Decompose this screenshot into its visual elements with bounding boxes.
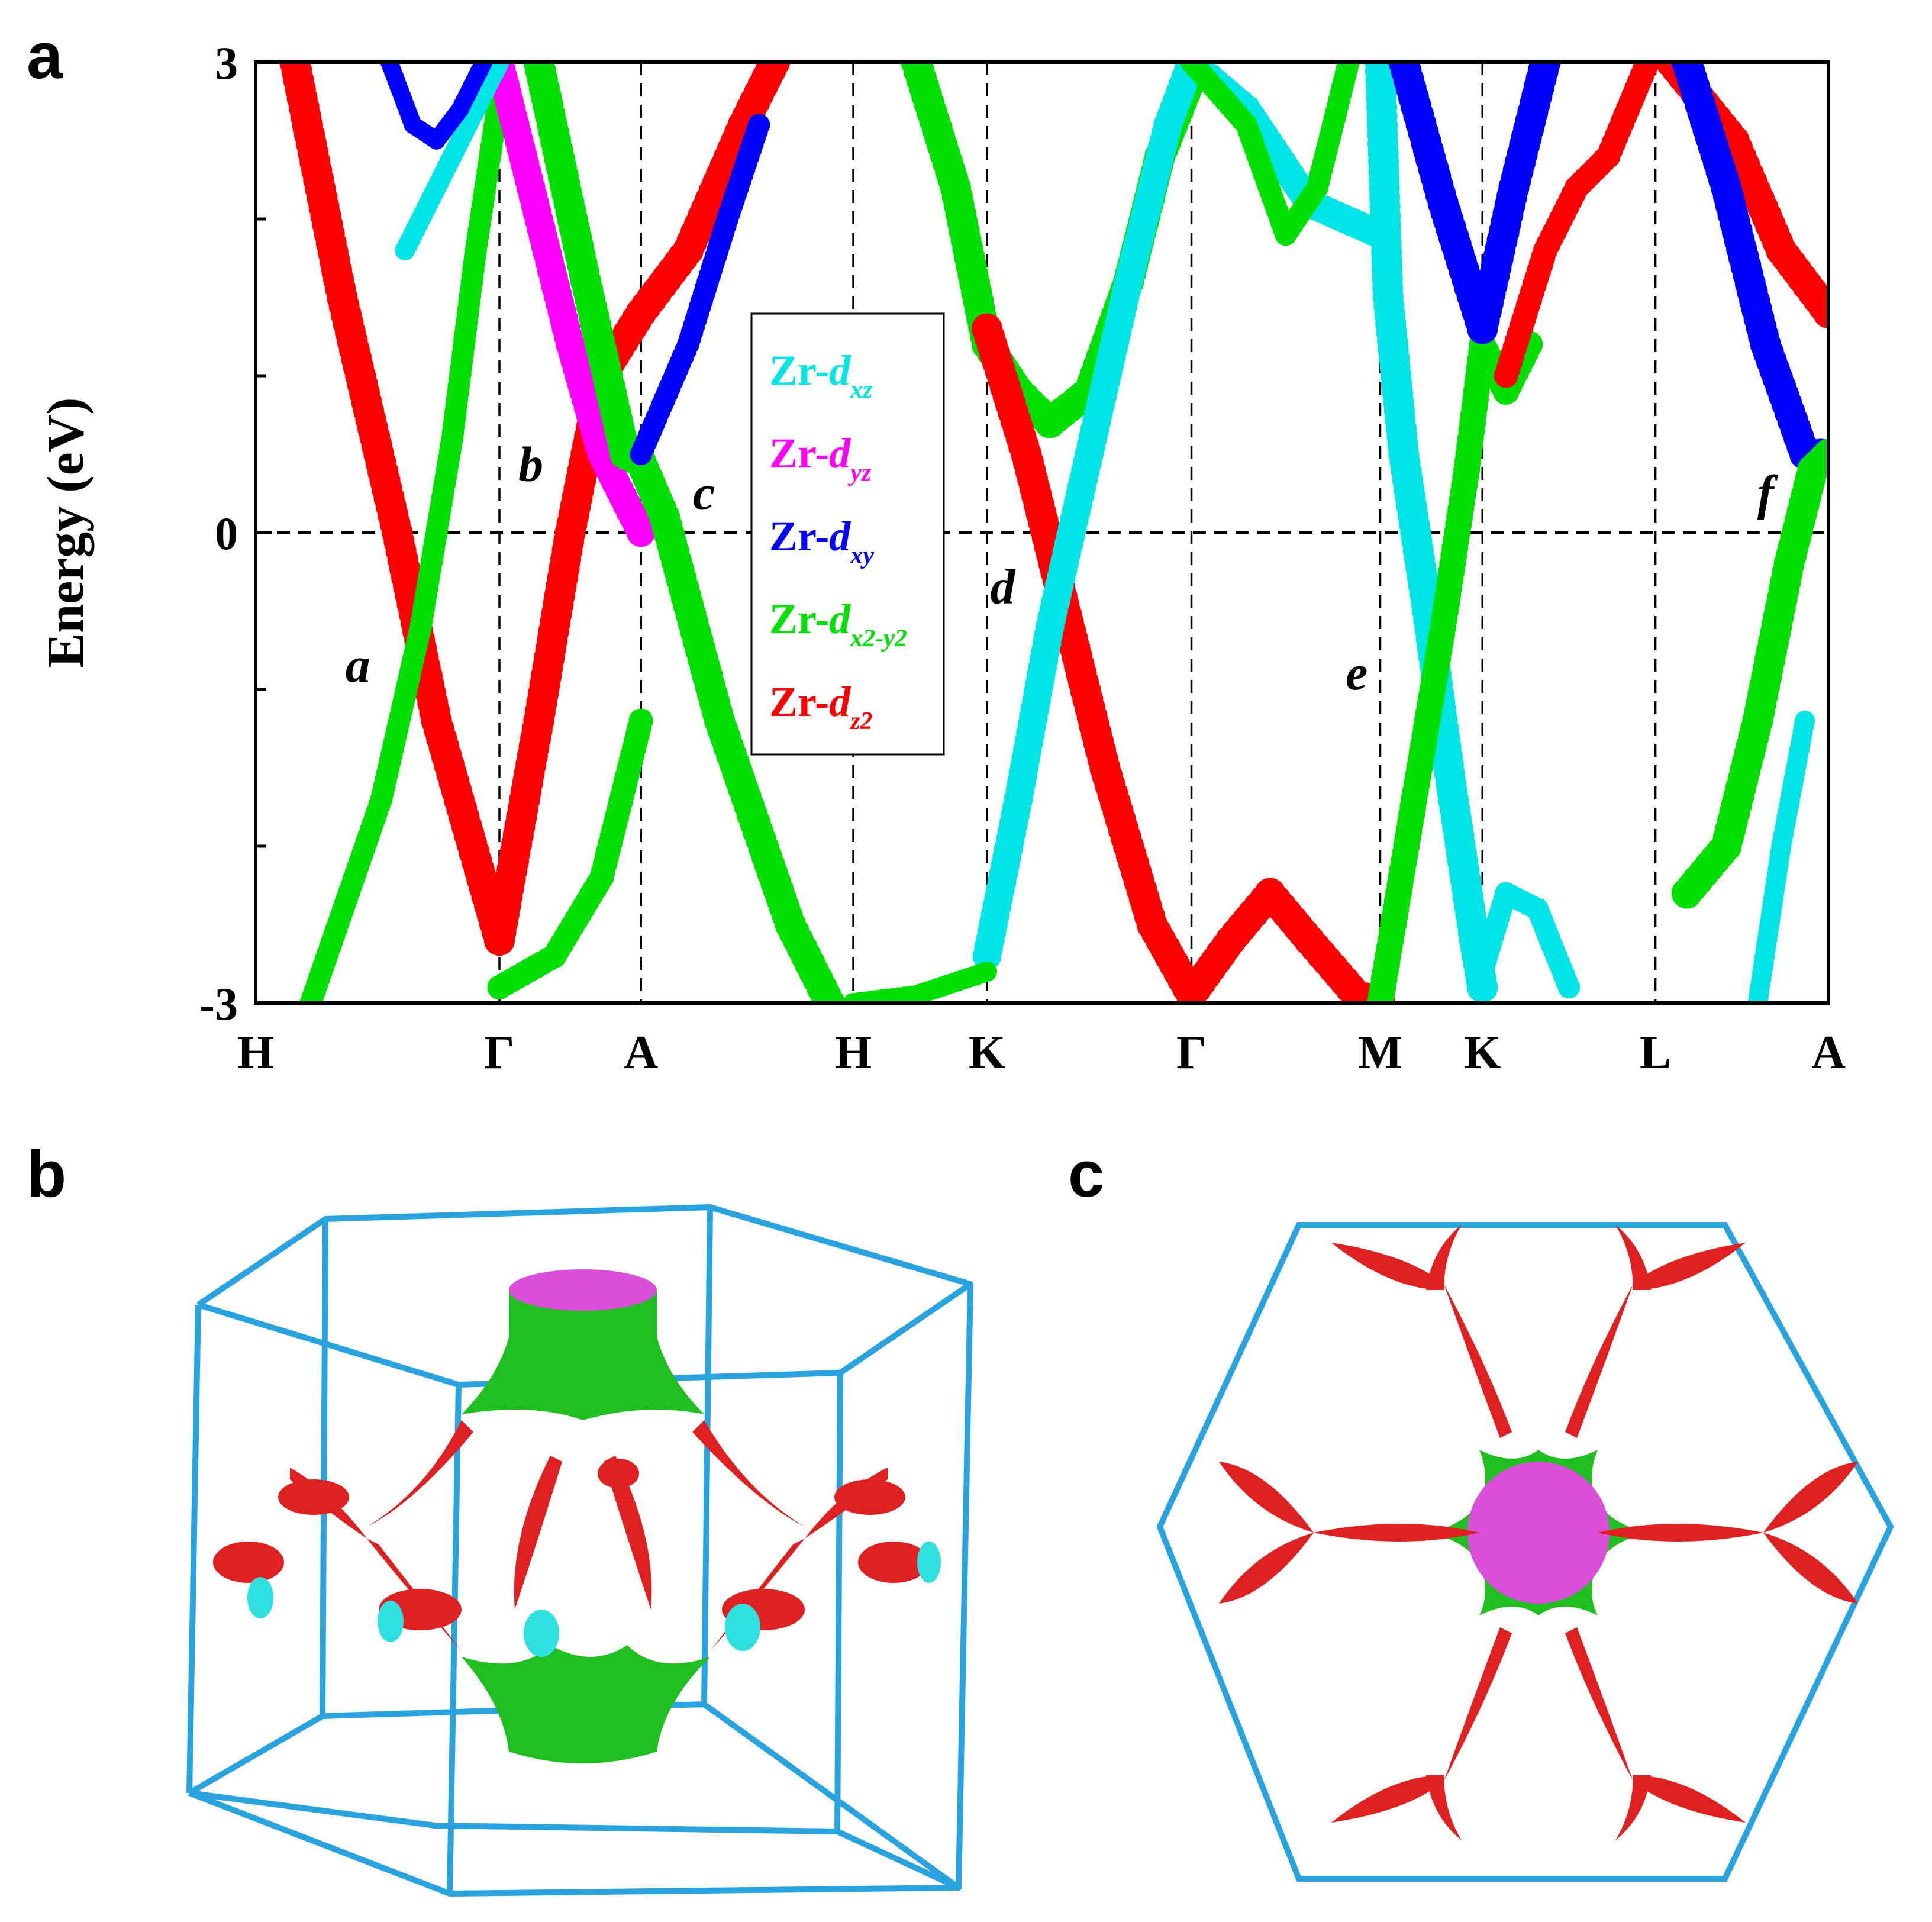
band-point: [628, 708, 653, 733]
band-zr-dx2-y2-a-lower-: [487, 708, 653, 1000]
band-point: [1337, 62, 1360, 73]
x-tick-label: H: [237, 1027, 274, 1079]
band-point: [1530, 62, 1561, 78]
band-point: [976, 962, 997, 982]
x-tick-label: H: [835, 1027, 872, 1079]
brillouin-zone-3d-frame: [186, 1204, 973, 1897]
panel-label-b: b: [27, 1138, 67, 1211]
x-tick-label: K: [969, 1027, 1005, 1079]
band-point: [489, 62, 509, 72]
x-tick-label: L: [1640, 1027, 1671, 1079]
legend-entry: Zr-dyz: [769, 430, 872, 486]
band-zr-dx2-y2-m-: [1180, 62, 1360, 246]
fermi-surface-top-view: [1156, 1222, 1894, 1882]
band-annotation: b: [518, 437, 543, 492]
x-tick-label: A: [624, 1027, 658, 1079]
band-annotation: c: [693, 465, 715, 520]
band-zr-dxz-d-: [972, 62, 1395, 970]
band-point: [759, 62, 791, 78]
y-axis-label: Energy (eV): [37, 398, 95, 668]
panel-label-a: a: [27, 20, 63, 92]
band-zr-dxy-c-: [630, 114, 770, 466]
band-annotation: a: [346, 638, 370, 693]
x-tick-label: M: [1358, 1027, 1403, 1079]
fermi-pocket-green-top: [462, 1269, 704, 1420]
band-zr-dxz-l-a-: [1747, 711, 1815, 1003]
band-zr-dxy-k-: [1388, 62, 1561, 344]
legend-entry: Zr-dx2-y2: [769, 595, 907, 652]
x-tick-label: A: [1811, 1027, 1846, 1079]
band-zr-dx2-y2-h-k-flat-: [843, 962, 997, 1003]
y-axis: -3 0 3: [199, 37, 272, 1030]
brillouin-zone-hexagon: [1156, 1222, 1894, 1882]
fermi-pocket-green-bottom: [462, 1645, 710, 1763]
band-zr-dyz-b-: [485, 62, 656, 547]
legend-entry: Zr-dxz: [769, 347, 873, 404]
band-point: [814, 988, 846, 1003]
band-zr-dx2-y2-f-: [1671, 438, 1828, 909]
x-tick-label: Γ: [1176, 1027, 1207, 1079]
band-point: [1813, 438, 1828, 470]
band-point: [627, 518, 656, 547]
band-zr-dx2-y2-e-: [1367, 331, 1543, 1003]
band-zr-dxz-k-lower-: [1471, 882, 1581, 999]
band-point: [1557, 976, 1581, 999]
band-annotation: e: [1346, 646, 1367, 701]
fermi-pockets-cyan-3d: [247, 1542, 941, 1657]
central-green-pocket: [1426, 1450, 1651, 1615]
band-point: [1635, 62, 1660, 75]
fermi-pockets-red-top: [1219, 1225, 1858, 1840]
panel-label-c: c: [1068, 1138, 1105, 1211]
legend-entry: Zr-dxy: [769, 512, 874, 569]
legend: Zr-dxz Zr-dyz Zr-dxy Zr-dx2-y2 Zr-dz2: [750, 312, 945, 756]
fermi-surface-3d: [186, 1204, 973, 1897]
band-zr-dz2-k-l-: [1494, 62, 1660, 388]
band-point: [747, 114, 770, 136]
band-zr-dxz-e-: [1365, 62, 1498, 1003]
y-tick-label: 3: [215, 37, 238, 89]
x-tick-label: K: [1464, 1027, 1501, 1079]
legend-box: [750, 312, 945, 756]
band-annotations: a b c d e f: [346, 437, 1778, 701]
y-tick-label: 0: [215, 508, 238, 559]
y-tick-label: -3: [199, 978, 238, 1030]
band-zr-dxy-top-h-: [380, 62, 493, 150]
band-point: [1795, 711, 1815, 731]
band-annotation: f: [1757, 465, 1778, 520]
fermi-pockets-red-3d: [213, 1420, 929, 1651]
legend-entry: Zr-dz2: [769, 678, 873, 735]
band-zr-dxy-f-: [1671, 62, 1828, 470]
band-point: [475, 62, 493, 72]
band-annotation: d: [991, 559, 1017, 614]
x-tick-label: Γ: [485, 1027, 515, 1079]
band-point: [1813, 298, 1828, 328]
band-zr-dxz-top-: [395, 62, 509, 260]
band-zr-dx2-y2-a-: [299, 82, 511, 1003]
band-series: [279, 62, 1828, 1003]
